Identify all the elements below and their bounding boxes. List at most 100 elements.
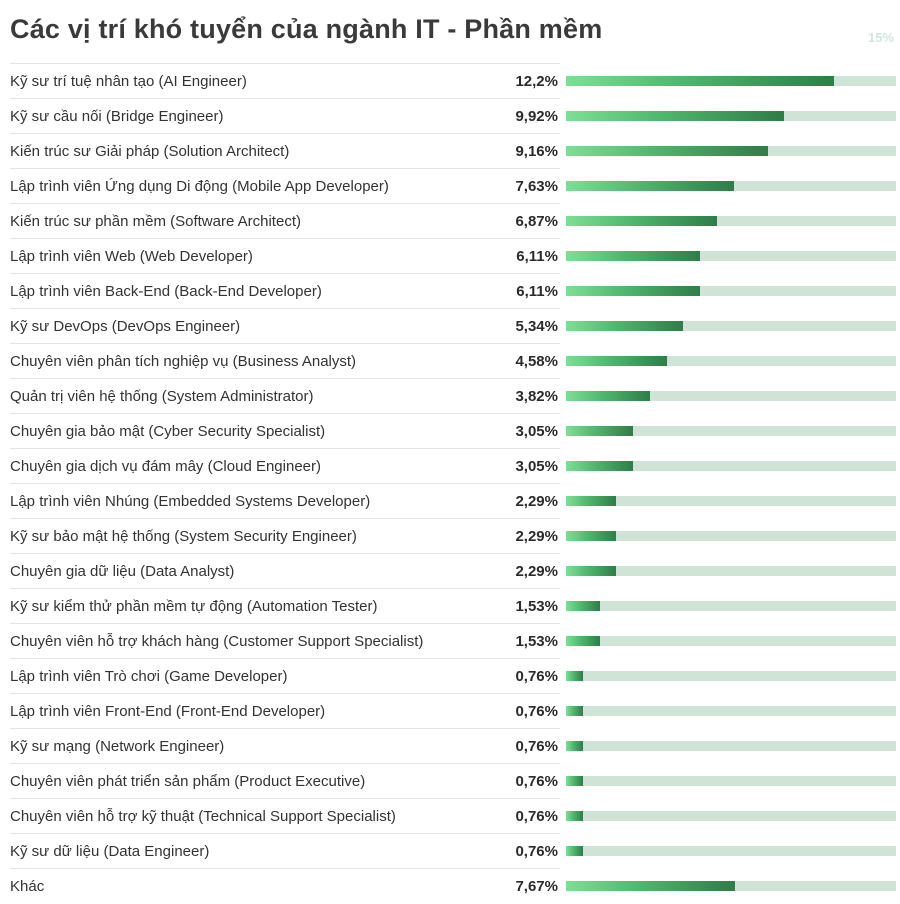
category-label: Kỹ sư DevOps (DevOps Engineer) (10, 318, 241, 335)
category-label: Lập trình viên Ứng dụng Di động (Mobile … (10, 178, 389, 195)
value-label: 2,29% (515, 528, 558, 545)
category-label: Kỹ sư trí tuệ nhân tạo (AI Engineer) (10, 73, 247, 90)
value-label: 1,53% (515, 633, 558, 650)
bar (566, 601, 600, 611)
bar (566, 531, 616, 541)
category-row: Chuyên viên hỗ trợ khách hàng (Customer … (10, 623, 560, 658)
category-row: Kỹ sư DevOps (DevOps Engineer) 5,34% (10, 308, 560, 343)
bar-track (566, 741, 896, 751)
bar-track (566, 706, 896, 716)
bar-track (566, 251, 896, 261)
bar (566, 461, 633, 471)
bar (566, 426, 633, 436)
value-label: 0,76% (515, 668, 558, 685)
bar (566, 251, 700, 261)
category-label: Chuyên gia dịch vụ đám mây (Cloud Engine… (10, 458, 321, 475)
value-label: 3,82% (515, 388, 558, 405)
bar-track (566, 321, 896, 331)
category-row: Kỹ sư trí tuệ nhân tạo (AI Engineer) 12,2… (10, 63, 560, 98)
bar-track (566, 601, 896, 611)
category-row: Kỹ sư kiểm thử phần mềm tự động (Automat… (10, 588, 560, 623)
bar (566, 496, 616, 506)
category-row: Quản trị viên hệ thống (System Administr… (10, 378, 560, 413)
category-label: Chuyên gia dữ liệu (Data Analyst) (10, 563, 235, 580)
bar (566, 111, 784, 121)
category-label: Lập trình viên Nhúng (Embedded Systems D… (10, 493, 371, 510)
value-label: 12,2% (515, 73, 558, 90)
category-label: Kỹ sư cầu nối (Bridge Engineer) (10, 108, 224, 125)
bar (566, 776, 583, 786)
value-label: 0,76% (515, 808, 558, 825)
axis-max-label: 15% (867, 30, 894, 45)
category-label: Khác (10, 878, 45, 895)
chart-title: Các vị trí khó tuyển của ngành IT - Phần… (10, 14, 603, 44)
bar-track (566, 776, 896, 786)
value-label: 6,87% (515, 213, 558, 230)
category-row: Chuyên viên phân tích nghiệp vụ (Busines… (10, 343, 560, 378)
category-label: Kỹ sư dữ liệu (Data Engineer) (10, 843, 210, 860)
value-label: 9,16% (515, 143, 558, 160)
value-label: 7,67% (515, 878, 558, 895)
bar-track (566, 356, 896, 366)
bar-track (566, 286, 896, 296)
category-row: Lập trình viên Back-End (Back-End Develo… (10, 273, 560, 308)
bar-track (566, 461, 896, 471)
bar (566, 706, 583, 716)
category-label: Lập trình viên Back-End (Back-End Develo… (10, 283, 322, 300)
value-label: 3,05% (515, 458, 558, 475)
bar (566, 566, 616, 576)
category-label: Lập trình viên Front-End (Front-End Deve… (10, 703, 326, 720)
category-row: Lập trình viên Trò chơi (Game Developer)… (10, 658, 560, 693)
bar-track (566, 846, 896, 856)
bar-track (566, 216, 896, 226)
bar (566, 216, 717, 226)
category-row: Chuyên gia bảo mật (Cyber Security Speci… (10, 413, 560, 448)
bar-track (566, 671, 896, 681)
bar-track (566, 426, 896, 436)
value-label: 5,34% (515, 318, 558, 335)
category-label: Kiến trúc sư phần mềm (Software Architec… (10, 213, 301, 230)
category-label: Lập trình viên Web (Web Developer) (10, 248, 253, 265)
bar (566, 636, 600, 646)
category-row: Lập trình viên Ứng dụng Di động (Mobile … (10, 168, 560, 203)
value-label: 9,92% (515, 108, 558, 125)
bar-track (566, 811, 896, 821)
bar (566, 846, 583, 856)
category-row: Lập trình viên Nhúng (Embedded Systems D… (10, 483, 560, 518)
bar-track (566, 391, 896, 401)
bar (566, 671, 583, 681)
value-label: 6,11% (516, 283, 558, 300)
category-label: Quản trị viên hệ thống (System Administr… (10, 388, 314, 405)
category-row: Kiến trúc sư phần mềm (Software Architec… (10, 203, 560, 238)
category-row: Chuyên gia dịch vụ đám mây (Cloud Engine… (10, 448, 560, 483)
value-label: 6,11% (516, 248, 558, 265)
bar-chart: Kỹ sư trí tuệ nhân tạo (AI Engineer) 12,2… (10, 63, 896, 901)
category-label: Kỹ sư mạng (Network Engineer) (10, 738, 225, 755)
category-row: Chuyên gia dữ liệu (Data Analyst) 2,29% (10, 553, 560, 588)
category-row: Lập trình viên Front-End (Front-End Deve… (10, 693, 560, 728)
value-label: 3,05% (515, 423, 558, 440)
category-label: Chuyên viên hỗ trợ kỹ thuật (Technical S… (10, 808, 396, 825)
category-row: Kỹ sư mạng (Network Engineer) 0,76% (10, 728, 560, 763)
category-label: Chuyên viên hỗ trợ khách hàng (Customer … (10, 633, 424, 650)
category-row: Kỹ sư dữ liệu (Data Engineer) 0,76% (10, 833, 560, 868)
category-label: Chuyên viên phân tích nghiệp vụ (Busines… (10, 353, 357, 370)
category-label: Chuyên viên phát triển sản phẩm (Product… (10, 773, 366, 790)
value-label: 2,29% (515, 563, 558, 580)
value-label: 0,76% (515, 703, 558, 720)
value-label: 0,76% (515, 773, 558, 790)
value-label: 1,53% (515, 598, 558, 615)
value-label: 0,76% (515, 738, 558, 755)
bar (566, 391, 650, 401)
category-row: Kiến trúc sư Giải pháp (Solution Archite… (10, 133, 560, 168)
bar-track (566, 636, 896, 646)
bar-track (566, 566, 896, 576)
category-row: Kỹ sư bảo mật hệ thống (System Security … (10, 518, 560, 553)
value-label: 4,58% (515, 353, 558, 370)
bar-track (566, 531, 896, 541)
category-label: Chuyên gia bảo mật (Cyber Security Speci… (10, 423, 326, 440)
bar (566, 356, 667, 366)
bar (566, 286, 700, 296)
category-label: Kiến trúc sư Giải pháp (Solution Archite… (10, 143, 290, 160)
bar (566, 881, 735, 891)
